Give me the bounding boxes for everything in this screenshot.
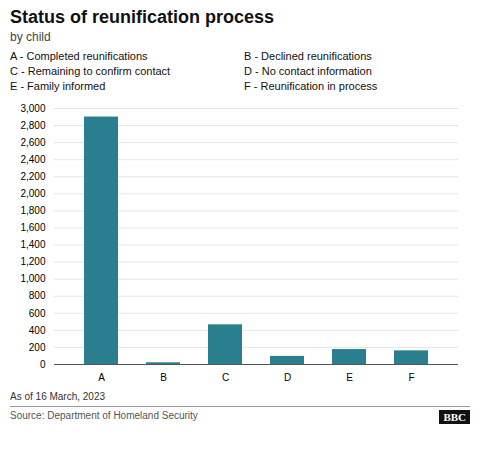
- svg-text:2,400: 2,400: [20, 154, 45, 165]
- svg-text:3,000: 3,000: [20, 103, 45, 114]
- svg-text:800: 800: [29, 290, 46, 301]
- svg-text:2,000: 2,000: [20, 188, 45, 199]
- svg-text:F: F: [408, 372, 414, 383]
- html-text:As of 16 March, 2023: As of 16 March, 2023: [10, 391, 106, 402]
- svg-text:400: 400: [29, 325, 46, 336]
- html-text:Status of reunification proces: Status of reunification process: [10, 7, 275, 27]
- html-text:by child: by child: [10, 30, 51, 44]
- html-text:D - No contact information: D - No contact information: [244, 65, 372, 77]
- html-text:Source: Department of Homeland: Source: Department of Homeland Security: [10, 410, 198, 421]
- svg-text:1,400: 1,400: [20, 239, 45, 250]
- svg-text:A: A: [98, 372, 105, 383]
- svg-text:0: 0: [40, 359, 46, 370]
- html-text:C - Remaining to confirm conta: C - Remaining to confirm contact: [10, 65, 171, 77]
- svg-text:B: B: [160, 372, 167, 383]
- svg-text:1,600: 1,600: [20, 222, 45, 233]
- html-text:BBC: BBC: [443, 411, 466, 423]
- svg-text:2,600: 2,600: [20, 137, 45, 148]
- html-text:F - Reunification in process: F - Reunification in process: [244, 80, 378, 92]
- svg-text:E: E: [346, 372, 353, 383]
- svg-text:2,200: 2,200: [20, 171, 45, 182]
- html-text:A - Completed reunifications: A - Completed reunifications: [10, 50, 148, 62]
- html-text:E - Family informed: E - Family informed: [10, 80, 106, 92]
- svg-text:2,800: 2,800: [20, 120, 45, 131]
- svg-text:200: 200: [29, 342, 46, 353]
- svg-text:D: D: [284, 372, 291, 383]
- svg-text:1,800: 1,800: [20, 205, 45, 216]
- html-text:B - Declined reunifications: B - Declined reunifications: [244, 50, 372, 62]
- svg-text:1,000: 1,000: [20, 273, 45, 284]
- svg-text:1,200: 1,200: [20, 256, 45, 267]
- svg-text:C: C: [222, 372, 229, 383]
- svg-text:600: 600: [29, 308, 46, 319]
